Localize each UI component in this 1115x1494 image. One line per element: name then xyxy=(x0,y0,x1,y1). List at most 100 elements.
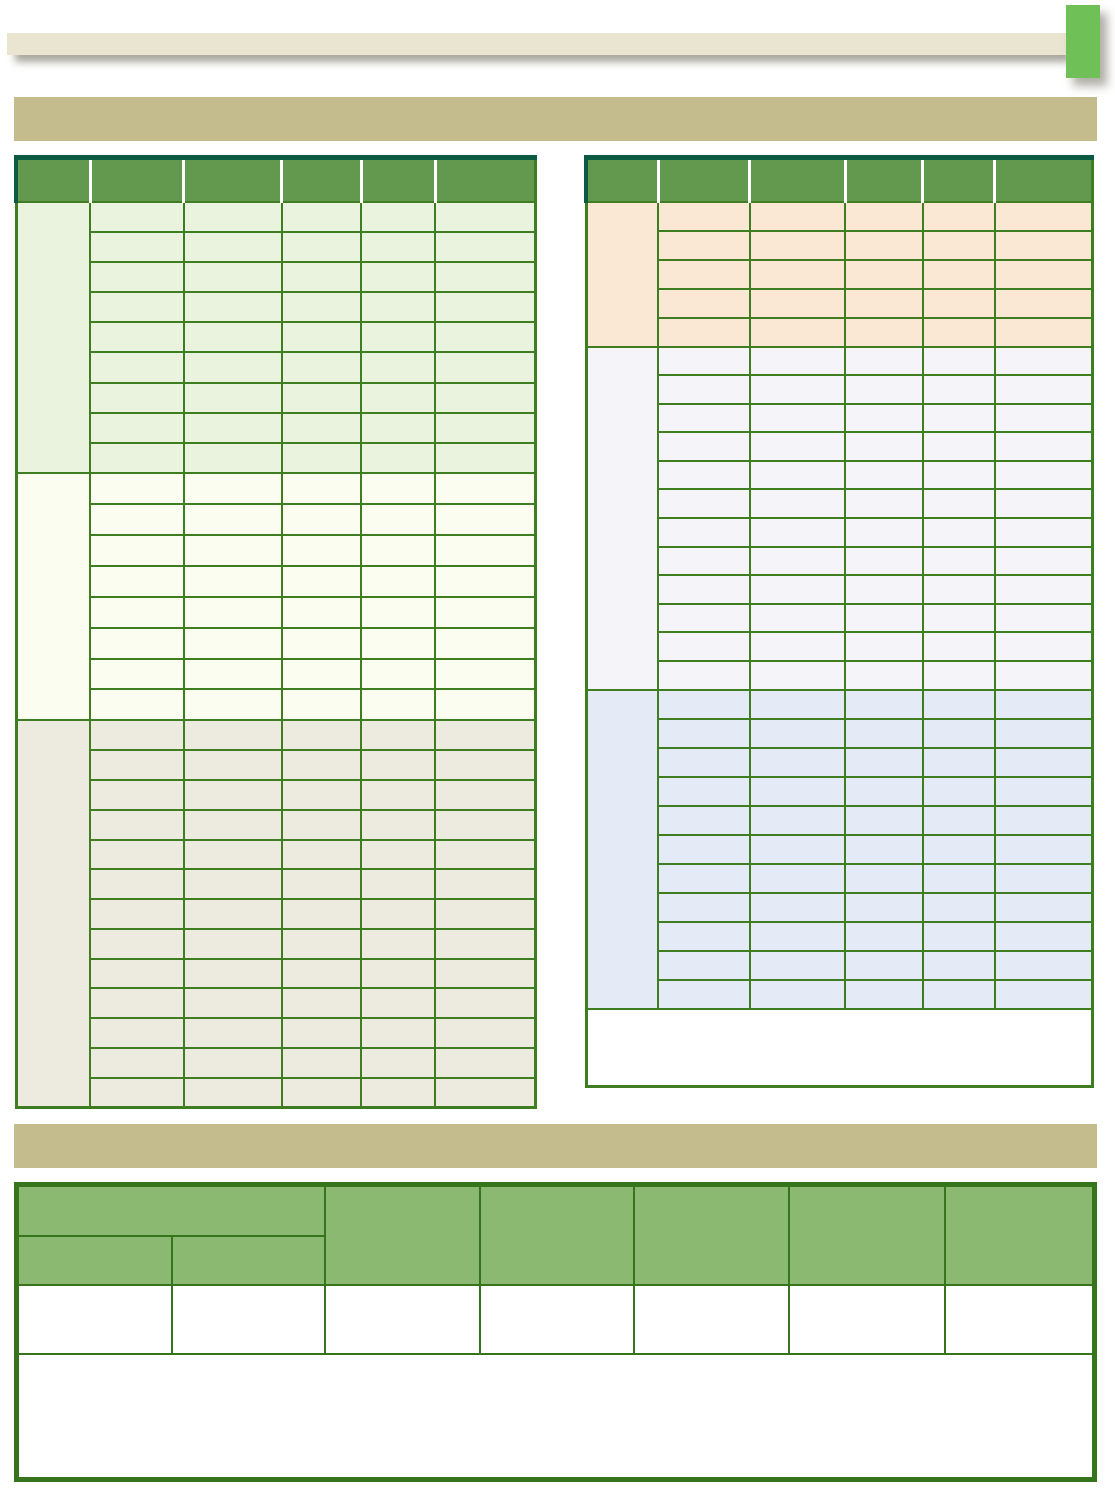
table-cell xyxy=(657,459,751,491)
table-cell xyxy=(360,351,437,384)
table-cell xyxy=(360,533,437,567)
table-row xyxy=(16,808,537,841)
table-cell xyxy=(434,411,537,445)
table-cell xyxy=(89,688,185,722)
table-cell xyxy=(434,808,537,841)
table-row xyxy=(16,838,537,871)
table-cell xyxy=(280,749,363,781)
footer-row xyxy=(15,1352,1096,1481)
column-header-cell xyxy=(658,157,752,203)
table-cell xyxy=(434,200,537,233)
table-cell xyxy=(434,927,537,960)
table-cell xyxy=(434,321,537,354)
table-cell xyxy=(182,595,283,629)
row-group-label-cell xyxy=(584,345,660,691)
column-header-cell xyxy=(845,157,925,203)
table-cell xyxy=(360,260,437,294)
table-cell xyxy=(280,898,363,930)
table-cell xyxy=(748,459,847,491)
table-row xyxy=(586,717,1094,749)
table-cell xyxy=(844,631,924,663)
table-cell xyxy=(360,321,437,354)
table-cell xyxy=(921,891,996,923)
column-header-cell xyxy=(90,157,186,203)
table-cell xyxy=(748,631,847,663)
table-cell xyxy=(89,381,185,414)
table-cell xyxy=(360,838,437,871)
table-cell xyxy=(434,1017,537,1050)
table-cell xyxy=(280,472,363,506)
table-row xyxy=(586,517,1094,548)
table-row xyxy=(586,374,1094,405)
table-cell xyxy=(844,287,924,319)
table-cell xyxy=(182,564,283,598)
table-cell xyxy=(657,431,751,462)
table-cell xyxy=(657,602,751,634)
table-cell xyxy=(921,660,996,691)
table-row xyxy=(16,987,537,1020)
table-cell xyxy=(844,717,924,749)
table-cell xyxy=(434,260,537,294)
table-cell xyxy=(434,564,537,598)
column-header-cell xyxy=(183,157,284,203)
table-cell xyxy=(657,833,751,865)
table-row xyxy=(14,719,537,1109)
table-cell xyxy=(360,1076,437,1109)
row-group-label-cell xyxy=(584,200,660,348)
table-cell xyxy=(280,1047,363,1079)
table-cell xyxy=(788,1283,946,1355)
table-cell xyxy=(89,957,185,990)
table-cell xyxy=(844,804,924,836)
table-row xyxy=(586,891,1094,923)
table-cell xyxy=(993,517,1094,548)
table-cell xyxy=(993,602,1094,634)
table-cell xyxy=(434,533,537,567)
table-cell xyxy=(993,431,1094,462)
table-cell xyxy=(657,775,751,807)
table-row xyxy=(16,657,537,691)
right-table xyxy=(583,155,1094,1089)
table-cell xyxy=(360,200,437,233)
table-cell xyxy=(844,459,924,491)
table-cell xyxy=(657,374,751,405)
table-cell xyxy=(844,316,924,348)
table-cell xyxy=(360,1017,437,1050)
table-cell xyxy=(182,749,283,781)
table-cell xyxy=(280,291,363,324)
table-cell xyxy=(280,441,363,475)
table-cell xyxy=(434,657,537,691)
table-cell xyxy=(434,778,537,811)
table-row xyxy=(586,459,1094,491)
table-cell xyxy=(748,804,847,836)
table-cell xyxy=(921,804,996,836)
table-row xyxy=(586,978,1094,1010)
table-cell xyxy=(993,978,1094,1010)
table-row xyxy=(586,229,1094,261)
table-cell xyxy=(434,381,537,414)
table-cell xyxy=(748,602,847,634)
table-cell xyxy=(657,862,751,894)
table-cell xyxy=(182,657,283,691)
table-row xyxy=(16,595,537,629)
table-cell xyxy=(844,574,924,605)
table-cell xyxy=(182,987,283,1020)
table-cell xyxy=(182,778,283,811)
table-cell xyxy=(434,351,537,384)
table-cell xyxy=(280,200,363,233)
merged-footer-cell xyxy=(15,1352,1096,1481)
column-header-cell xyxy=(435,157,536,203)
table-cell xyxy=(280,533,363,567)
table-cell xyxy=(748,545,847,577)
table-cell xyxy=(921,602,996,634)
table-cell xyxy=(993,833,1094,865)
table-cell xyxy=(280,838,363,871)
table-row xyxy=(16,411,537,445)
table-cell xyxy=(89,778,185,811)
table-cell xyxy=(360,688,437,722)
table-cell xyxy=(844,402,924,434)
table-cell xyxy=(657,746,751,778)
table-cell xyxy=(360,291,437,324)
table-cell xyxy=(657,316,751,348)
column-header-cell xyxy=(281,157,363,203)
table-cell xyxy=(434,472,537,506)
